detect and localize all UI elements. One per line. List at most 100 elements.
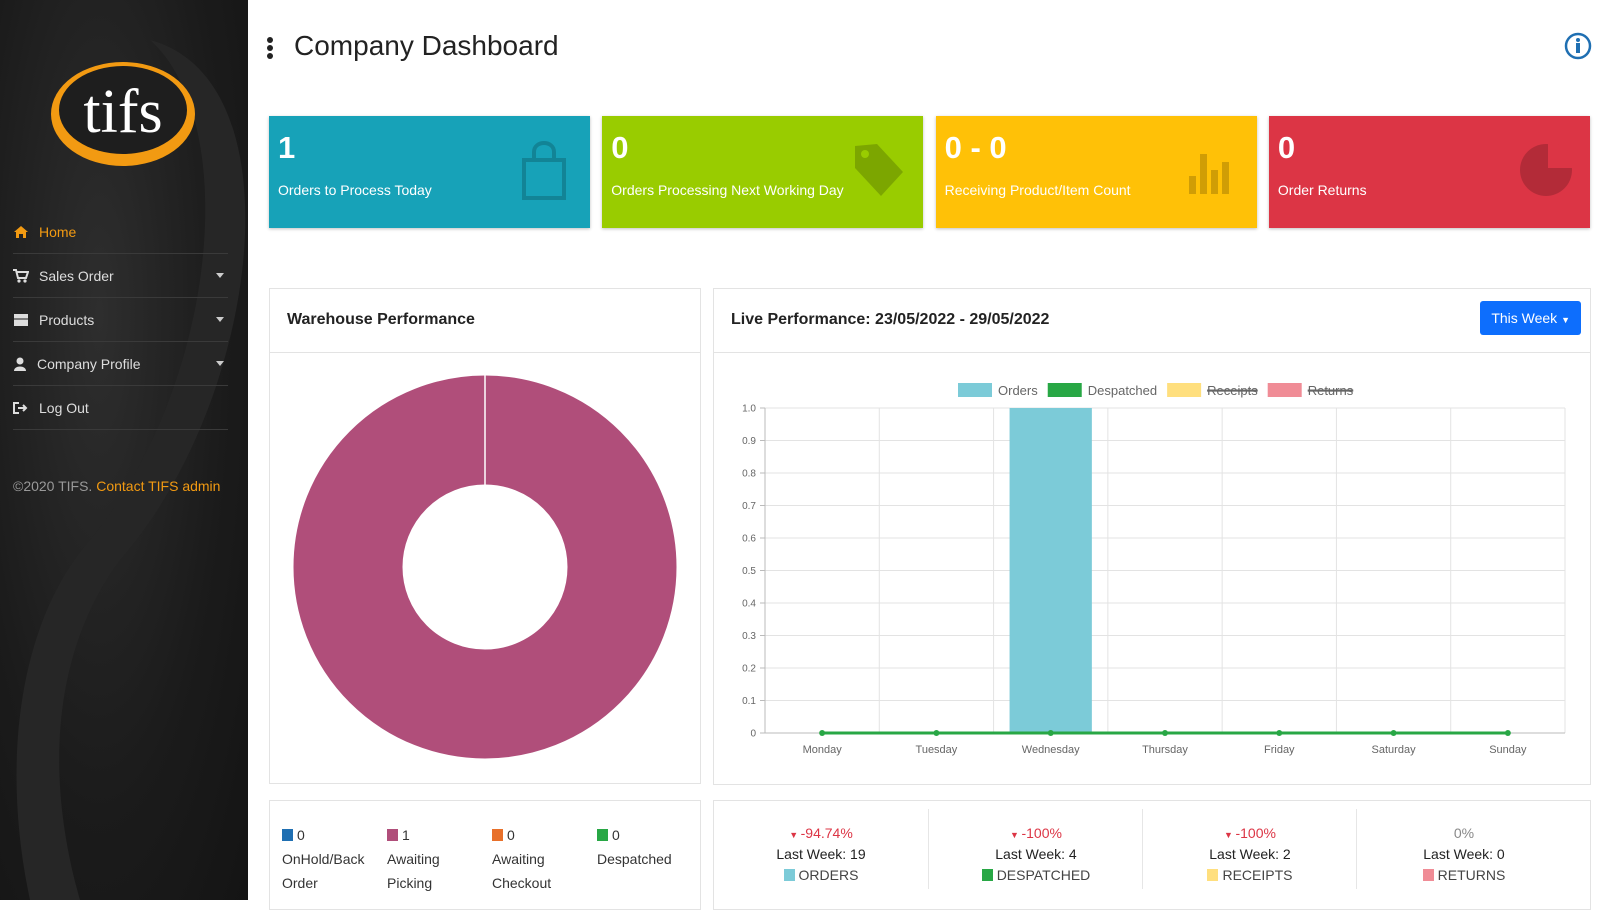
down-arrow: ▼ bbox=[1010, 830, 1022, 840]
week-button[interactable]: This Week ▼ bbox=[1480, 301, 1581, 335]
legend-item: 0 Despatched bbox=[597, 823, 692, 871]
stat-swatch bbox=[1422, 869, 1434, 881]
legend-value: 0 bbox=[507, 827, 515, 843]
legend-swatch bbox=[492, 829, 503, 841]
point bbox=[1390, 730, 1397, 736]
panel-title: Live Performance: 23/05/2022 - 29/05/202… bbox=[731, 311, 1050, 328]
y-tick-label: 0.6 bbox=[742, 534, 756, 545]
home-icon bbox=[14, 225, 28, 238]
x-tick-label: Friday bbox=[1264, 744, 1295, 756]
card-icon bbox=[855, 144, 904, 196]
legend-swatch bbox=[282, 829, 293, 841]
legend-label: OnHold/Back Order bbox=[282, 851, 365, 891]
stat-change: ▼ -100% bbox=[1143, 823, 1357, 843]
contact-link[interactable]: Contact TIFS admin bbox=[96, 478, 221, 494]
card-icon bbox=[1188, 154, 1229, 194]
point bbox=[1504, 730, 1511, 736]
kpi-card[interactable]: 1 Orders to Process Today bbox=[269, 116, 590, 228]
point bbox=[819, 730, 826, 736]
legend-value-row: 0 bbox=[282, 823, 377, 847]
y-tick-label: 0.3 bbox=[742, 631, 756, 642]
down-arrow: ▼ bbox=[789, 830, 801, 840]
card-value: 0 bbox=[611, 130, 629, 165]
y-tick-label: 0.5 bbox=[742, 566, 756, 577]
menu-home[interactable]: Home bbox=[13, 210, 228, 254]
legend-swatch bbox=[958, 383, 992, 397]
legend-swatch bbox=[597, 829, 608, 841]
bar bbox=[1009, 408, 1092, 733]
donut-segment bbox=[292, 374, 678, 760]
kpi-card[interactable]: 0 Order Returns bbox=[1268, 116, 1590, 228]
products-icon bbox=[14, 313, 28, 326]
stat-item: ▼ -100% Last Week: 2 RECEIPTS bbox=[1142, 809, 1357, 889]
card-value: 0 bbox=[1277, 130, 1296, 165]
menu-sales-order[interactable]: Sales Order bbox=[13, 254, 228, 298]
x-tick-label: Monday bbox=[803, 744, 843, 756]
y-tick-label: 0.4 bbox=[742, 599, 756, 610]
y-tick-label: 0.9 bbox=[742, 436, 756, 447]
legend-label: Orders bbox=[998, 383, 1038, 398]
point bbox=[1162, 730, 1168, 736]
stat-label: DESPATCHED bbox=[996, 867, 1091, 883]
last-week: Last Week: 2 bbox=[1209, 846, 1291, 862]
legend-label: Despatched bbox=[1088, 383, 1157, 398]
footer: ©2020 TIFS. Contact TIFS admin bbox=[13, 478, 220, 494]
legend-value: 0 bbox=[612, 827, 620, 843]
legend-value-row: 1 bbox=[387, 823, 482, 847]
cart-icon bbox=[13, 268, 29, 283]
info-icon[interactable] bbox=[1564, 32, 1592, 60]
y-tick-label: 0.2 bbox=[742, 664, 756, 675]
x-tick-label: Sunday bbox=[1489, 744, 1527, 756]
stat-change: 0% bbox=[1357, 823, 1571, 843]
stat-name: RECEIPTS bbox=[1143, 865, 1357, 885]
point bbox=[1276, 730, 1283, 736]
change-text: -94.74% bbox=[800, 825, 853, 841]
stat-item: 0% Last Week: 0 RETURNS bbox=[1356, 809, 1571, 889]
x-tick-label: Tuesday bbox=[916, 744, 958, 756]
divider bbox=[270, 352, 700, 353]
legend-item: 0 OnHold/Back Order bbox=[282, 823, 377, 895]
y-tick-label: 0.8 bbox=[742, 469, 756, 480]
stat-item: ▼ -94.74% Last Week: 19 ORDERS bbox=[714, 809, 928, 889]
menu-label: Products bbox=[39, 311, 95, 328]
y-tick-label: 0.1 bbox=[742, 696, 756, 707]
page-title: Company Dashboard bbox=[294, 30, 559, 61]
change-text: -100% bbox=[1235, 825, 1276, 841]
logo-text: tifs bbox=[83, 78, 162, 146]
stat-label: RECEIPTS bbox=[1222, 867, 1293, 883]
legend-label: Despatched bbox=[597, 851, 672, 867]
logout-icon bbox=[13, 401, 28, 414]
stat-item: ▼ -100% Last Week: 4 DESPATCHED bbox=[928, 809, 1143, 889]
card-value: 1 bbox=[278, 130, 296, 165]
stat-swatch bbox=[783, 869, 795, 881]
last-week: Last Week: 0 bbox=[1423, 846, 1505, 862]
point bbox=[933, 730, 940, 736]
menu-dots[interactable] bbox=[266, 36, 274, 60]
change-text: -100% bbox=[1021, 825, 1062, 841]
menu-products[interactable]: Products bbox=[13, 298, 228, 342]
menu-company-profile[interactable]: Company Profile bbox=[13, 342, 228, 386]
stat-name: RETURNS bbox=[1357, 865, 1571, 885]
copyright: ©2020 TIFS. bbox=[13, 478, 93, 494]
stat-label: RETURNS bbox=[1437, 867, 1506, 883]
y-tick-label: 0 bbox=[750, 729, 756, 740]
stat-swatch bbox=[1207, 869, 1219, 881]
menu-label: Sales Order bbox=[39, 267, 114, 284]
sidebar: tifs Home Sales Order Products Company P… bbox=[0, 0, 248, 900]
legend-item: 1 Awaiting Picking bbox=[387, 823, 482, 895]
menu-log-out[interactable]: Log Out bbox=[13, 386, 228, 430]
card-label: Orders Processing Next Working Day bbox=[611, 182, 844, 198]
donut-legend: 0 OnHold/Back Order 1 Awaiting Picking 0 Awai… bbox=[269, 800, 701, 910]
stat-name: DESPATCHED bbox=[929, 865, 1143, 885]
stat-change: ▼ -94.74% bbox=[714, 823, 928, 843]
stat-swatch bbox=[981, 869, 993, 881]
stats-panel: ▼ -94.74% Last Week: 19 ORDERS ▼ -100% Last … bbox=[713, 800, 1591, 910]
kpi-card[interactable]: 0 - 0 Receiving Product/Item Count bbox=[935, 116, 1257, 228]
user-icon bbox=[14, 357, 26, 371]
legend-swatch bbox=[1047, 383, 1082, 397]
menu-label: Company Profile bbox=[37, 355, 141, 372]
kpi-card[interactable]: 0 Orders Processing Next Working Day bbox=[602, 116, 924, 228]
x-tick-label: Saturday bbox=[1372, 744, 1417, 756]
